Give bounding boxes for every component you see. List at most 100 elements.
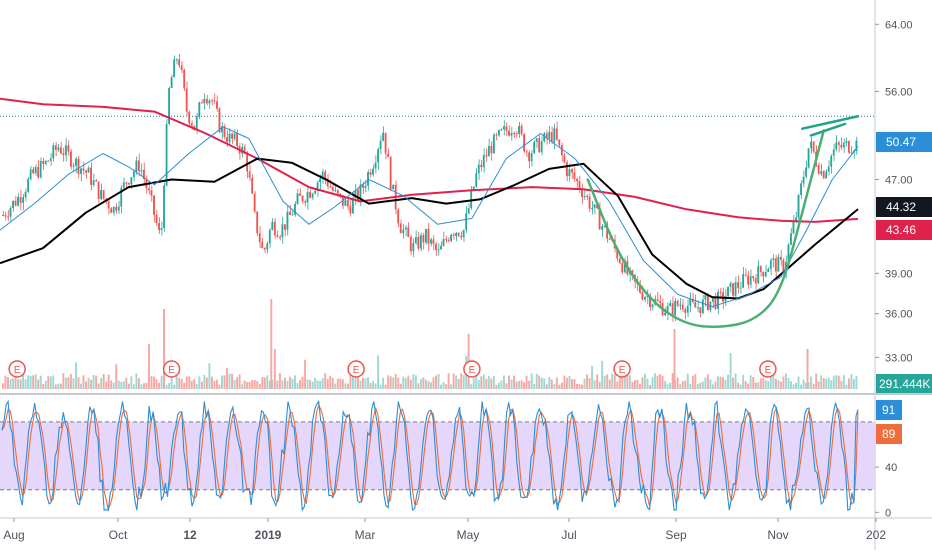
candle-body: [44, 160, 47, 164]
candle-body: [92, 180, 95, 185]
candle-body: [603, 225, 606, 227]
moving-average-line-1: [0, 97, 859, 223]
volume-bar: [545, 384, 548, 389]
volume-bar: [452, 373, 455, 389]
candle-body: [460, 235, 463, 238]
volume-bar: [236, 377, 239, 389]
candle-body: [148, 188, 150, 191]
volume-bar: [852, 379, 855, 389]
candle-body: [432, 239, 435, 244]
candle-body: [467, 208, 470, 214]
volume-bar: [208, 363, 211, 389]
candle-body: [314, 190, 317, 194]
candle-body: [153, 195, 155, 215]
volume-bar: [62, 373, 65, 389]
volume-bar: [505, 383, 508, 389]
volume-bar: [596, 374, 599, 389]
candle-body: [39, 161, 42, 178]
candle-body: [764, 271, 767, 277]
candle-body: [734, 282, 737, 296]
volume-bar: [77, 377, 80, 389]
volume-bar: [374, 383, 377, 389]
volume-bar: [276, 380, 279, 389]
earnings-marker-circle: [162, 360, 181, 378]
volume-bar: [397, 377, 400, 389]
volume-bar: [359, 380, 362, 389]
candle-body: [188, 111, 191, 124]
time-tick-label: Nov: [767, 528, 788, 542]
candle-body: [102, 190, 105, 199]
volume-bar: [95, 375, 98, 389]
candle-body: [334, 190, 337, 192]
volume-bar: [14, 376, 17, 389]
volume-bar: [644, 373, 646, 389]
volume-bar: [714, 381, 717, 389]
volume-bar: [238, 374, 241, 389]
volume-bar: [210, 376, 213, 389]
earnings-marker-label: E: [469, 365, 476, 376]
candle-body: [513, 133, 515, 135]
stochastic-d-line: [1, 403, 859, 512]
candle-body: [316, 182, 319, 191]
volume-bar: [412, 374, 415, 389]
volume-bar: [331, 377, 334, 389]
volume-bar: [283, 377, 286, 389]
volume-bar: [22, 373, 25, 389]
earnings-marker-label: E: [765, 365, 772, 376]
candle-body: [739, 287, 742, 289]
candle-body: [142, 169, 145, 180]
volume-bar: [442, 381, 445, 389]
cup-curve-1: [586, 178, 804, 329]
candle-body: [691, 298, 694, 303]
candle-body: [97, 181, 100, 199]
candle-body: [646, 296, 649, 298]
candle-body: [412, 243, 415, 252]
volume-bar: [49, 376, 52, 389]
candle-body: [795, 217, 797, 221]
candle-body: [671, 303, 674, 316]
candle-body: [800, 183, 802, 196]
volume-bar: [414, 375, 417, 389]
candle-body: [278, 236, 281, 238]
volume-bar: [422, 377, 425, 389]
moving-average-line-3: [0, 126, 859, 308]
volume-bar: [827, 377, 830, 389]
volume-bar: [135, 373, 138, 389]
candle-body: [807, 148, 810, 168]
volume-bar: [130, 376, 133, 389]
candle-body: [42, 161, 45, 164]
candle-body: [90, 167, 92, 185]
earnings-marker: E: [463, 360, 481, 378]
volume-bar: [508, 375, 510, 389]
volume-bar: [294, 375, 296, 389]
volume-bar: [122, 381, 125, 389]
candle-body: [268, 229, 271, 244]
volume-bar: [218, 384, 221, 389]
candle-body: [62, 153, 65, 156]
osc-tick-label: 40: [885, 462, 897, 474]
candle-body: [344, 200, 347, 206]
volume-bar: [850, 373, 853, 389]
earnings-marker-label: E: [14, 365, 21, 376]
candle-body: [170, 77, 173, 88]
candle-body: [22, 197, 24, 203]
price-label-badge: 43.46: [876, 220, 932, 240]
volume-bar: [724, 379, 727, 389]
candle-body: [402, 229, 405, 234]
stochastic-value-bg: [876, 424, 902, 444]
candle-body: [409, 237, 412, 252]
volume-bar: [24, 379, 27, 389]
volume-bar: [226, 368, 228, 389]
candle-body: [95, 180, 97, 182]
volume-bar: [492, 376, 495, 389]
candle-body: [228, 133, 231, 143]
volume-bar: [757, 382, 760, 389]
candle-body: [601, 226, 604, 230]
candle-body: [304, 201, 306, 203]
candle-body: [311, 193, 314, 198]
candle-body: [553, 128, 556, 142]
volume-bar: [752, 377, 755, 389]
volume-bar: [792, 384, 795, 389]
volume-bar: [231, 373, 234, 389]
